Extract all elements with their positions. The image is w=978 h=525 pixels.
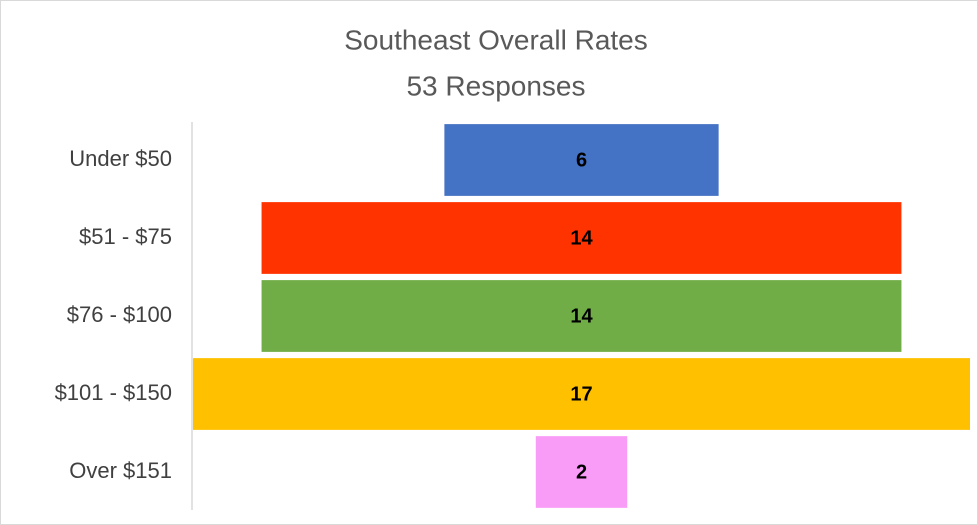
category-label: $51 - $75 [79,224,172,249]
chart-subtitle: 53 Responses [406,70,585,101]
data-label: 14 [570,227,593,249]
data-label: 2 [576,461,587,483]
bar [444,124,719,196]
chart-title: Southeast Overall Rates [344,24,648,55]
category-label: Over $151 [69,458,172,483]
bar [261,202,902,274]
category-label: $76 - $100 [67,302,172,327]
data-label: 6 [576,149,587,171]
bar [261,280,902,352]
category-label: Under $50 [69,146,172,171]
bar [193,358,970,430]
data-label: 14 [570,305,593,327]
bar [535,436,628,508]
data-label: 17 [570,383,592,405]
category-label: $101 - $150 [55,380,172,405]
